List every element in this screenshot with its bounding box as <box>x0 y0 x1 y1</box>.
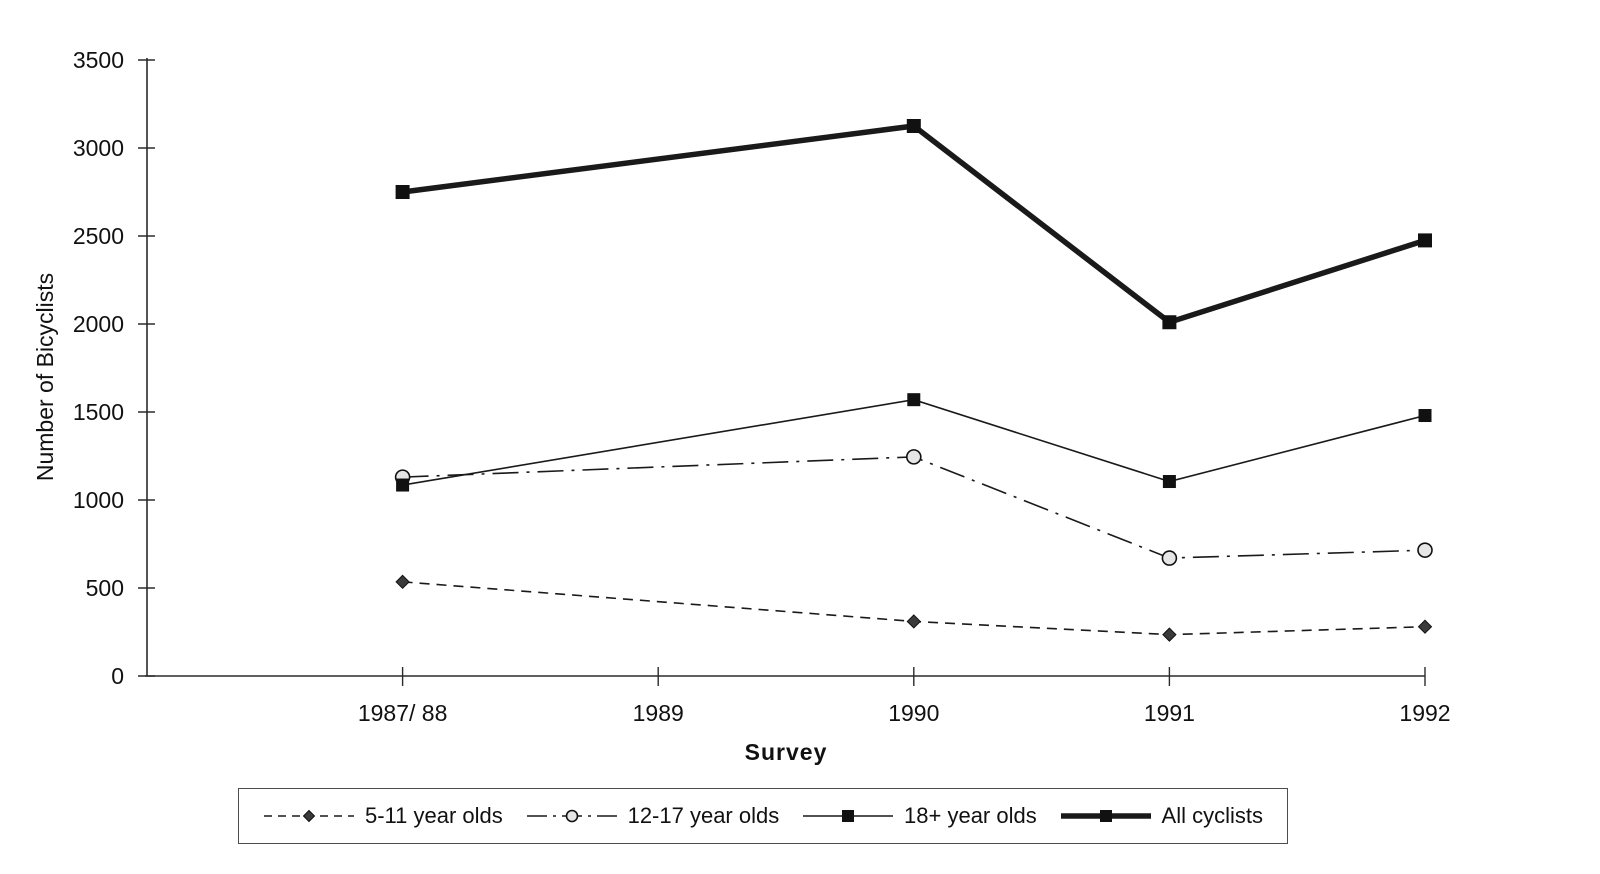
legend-label-5-11-year-olds: 5-11 year olds <box>365 803 503 828</box>
marker-diamond-5-11-year-olds <box>395 574 410 590</box>
marker-square-18-year-olds <box>1418 409 1432 423</box>
x-tick-label: 1991 <box>1144 700 1195 726</box>
marker-square-all-cyclists <box>395 185 410 199</box>
marker-diamond-5-11-year-olds <box>302 809 316 823</box>
legend: 5-11 year olds 12-17 year olds 18+ year ol… <box>238 788 1288 844</box>
x-tick-label: 1987/ 88 <box>358 700 448 726</box>
legend-sample-5-11-year-olds <box>264 809 354 823</box>
y-tick-label: 1000 <box>73 487 124 513</box>
legend-label-12-17-year-olds: 12-17 year olds <box>627 803 780 828</box>
marker-square-18-year-olds <box>842 810 855 822</box>
y-tick-label: 2500 <box>73 223 124 249</box>
marker-diamond-5-11-year-olds <box>1162 627 1177 642</box>
y-tick-label: 2000 <box>73 311 124 337</box>
x-tick-label: 1992 <box>1399 700 1450 726</box>
marker-square-all-cyclists <box>906 119 921 133</box>
marker-circle-12-17-year-olds <box>565 809 578 823</box>
y-tick-label: 3500 <box>73 47 124 73</box>
y-tick-label: 500 <box>86 575 124 601</box>
x-tick-label: 1990 <box>888 700 939 726</box>
legend-sample-12-17-year-olds <box>526 809 617 823</box>
marker-circle-12-17-year-olds <box>1417 542 1433 558</box>
y-axis-title: Number of Bicyclists <box>32 273 58 481</box>
x-tick-label: 1989 <box>633 700 684 726</box>
x-axis-title: Survey <box>745 739 828 765</box>
marker-square-all-cyclists <box>1162 315 1177 330</box>
marker-square-18-year-olds <box>1162 475 1176 489</box>
series-line-18-year-olds <box>402 398 1426 486</box>
marker-square-all-cyclists <box>1099 810 1112 822</box>
marker-circle-12-17-year-olds <box>905 449 922 465</box>
legend-item-5-11-year-olds: 5-11 year olds <box>263 803 503 829</box>
y-tick-label: 3000 <box>73 135 124 161</box>
marker-circle-12-17-year-olds <box>1161 550 1178 566</box>
legend-item-18-year-olds: 18+ year olds <box>802 803 1037 829</box>
marker-square-18-year-olds <box>396 478 410 492</box>
marker-diamond-5-11-year-olds <box>906 614 922 629</box>
legend-sample-18-year-olds <box>803 810 894 822</box>
marker-diamond-5-11-year-olds <box>1417 619 1433 634</box>
series-line-12-17-year-olds <box>402 456 1426 559</box>
marker-square-18-year-olds <box>907 393 921 407</box>
series-line-5-11-year-olds <box>402 581 1426 636</box>
legend-label-all-cyclists: All cyclists <box>1161 803 1263 828</box>
y-tick-label: 0 <box>111 663 124 689</box>
legend-label-18-year-olds: 18+ year olds <box>904 803 1037 828</box>
series-line-all-cyclists <box>402 123 1426 326</box>
legend-item-12-17-year-olds: 12-17 year olds <box>526 803 780 829</box>
legend-sample-all-cyclists <box>1060 810 1151 822</box>
y-tick-label: 1500 <box>73 399 124 425</box>
legend-item-all-cyclists: All cyclists <box>1060 803 1263 829</box>
marker-square-all-cyclists <box>1418 233 1432 248</box>
